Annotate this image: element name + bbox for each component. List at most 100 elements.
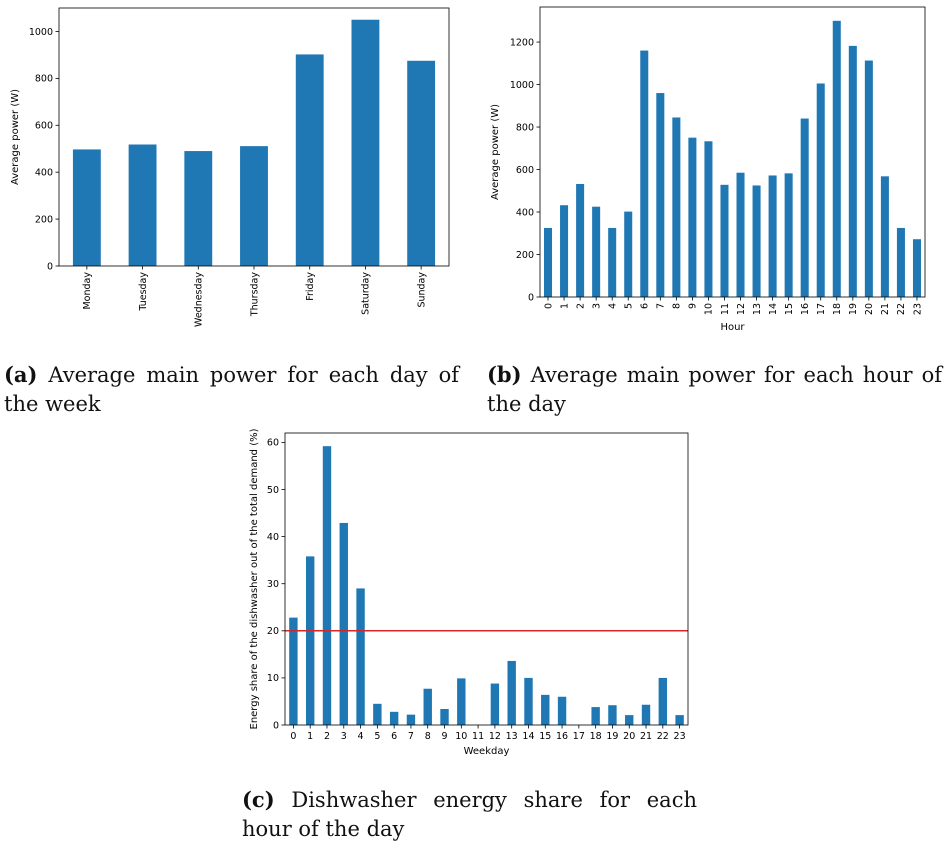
x-tick-label: 10 <box>704 303 715 315</box>
x-tick-label: 7 <box>656 303 667 309</box>
bar-b-8 <box>672 117 681 297</box>
y-tick-label: 1000 <box>510 80 534 91</box>
caption-a: (a) Average main power for each day of t… <box>4 360 459 419</box>
bar-b-19 <box>848 45 857 297</box>
bar-a-wednesday <box>184 151 213 266</box>
x-tick-label: 6 <box>391 731 397 742</box>
bar-b-16 <box>800 118 809 298</box>
y-tick-label: 600 <box>516 165 534 176</box>
x-tick-label: 12 <box>489 731 501 742</box>
x-axis-label: Weekday <box>464 746 510 757</box>
x-tick-label: 3 <box>341 731 347 742</box>
bar-b-2 <box>576 183 585 297</box>
caption-a-label: (a) <box>4 362 38 387</box>
y-tick-label: 30 <box>267 579 279 590</box>
y-tick-label: 0 <box>47 261 53 272</box>
x-axis-label: Hour <box>720 322 745 333</box>
y-tick-label: 10 <box>267 673 279 684</box>
x-tick-label: 23 <box>912 303 923 315</box>
x-tick-label: 13 <box>506 731 518 742</box>
y-tick-label: 20 <box>267 626 279 637</box>
y-tick-label: 1200 <box>510 37 534 48</box>
plot-frame-c <box>284 432 689 726</box>
bar-b-0 <box>544 227 553 297</box>
x-tick-label: 17 <box>816 303 827 315</box>
bar-b-22 <box>896 227 905 297</box>
caption-b-label: (b) <box>487 362 522 387</box>
x-tick-label: 20 <box>623 731 635 742</box>
bar-a-thursday <box>240 146 268 266</box>
bar-b-15 <box>784 173 793 297</box>
x-tick-label: 19 <box>848 303 859 315</box>
caption-c: (c) Dishwasher energy share for each hou… <box>242 785 697 844</box>
bar-a-tuesday <box>128 144 157 266</box>
bar-c-16 <box>557 696 567 725</box>
x-tick-label: 12 <box>736 303 747 315</box>
bar-c-12 <box>490 683 500 725</box>
x-tick-label: Saturday <box>361 272 372 315</box>
y-tick-label: 400 <box>35 167 53 178</box>
x-tick-label: Thursday <box>249 272 260 318</box>
bar-b-7 <box>656 93 665 298</box>
bar-b-6 <box>640 50 649 297</box>
x-tick-label: 22 <box>657 731 669 742</box>
x-tick-label: 16 <box>556 731 568 742</box>
chart-a: 0 200 400 600 800 1000 Monday Tuesday Wednesday T… <box>10 7 450 327</box>
bar-c-14 <box>524 677 533 725</box>
bar-c-19 <box>608 705 617 725</box>
caption-b: (b) Average main power for each hour of … <box>487 360 942 419</box>
bar-b-10 <box>704 141 713 297</box>
y-tick-label: 200 <box>35 214 53 225</box>
bar-a-friday <box>295 54 324 266</box>
x-tick-label: 9 <box>688 303 699 309</box>
bar-c-21 <box>641 704 651 725</box>
x-tick-label: 17 <box>573 731 585 742</box>
bar-b-5 <box>624 211 633 297</box>
bar-b-3 <box>592 206 601 297</box>
bar-b-9 <box>688 137 697 297</box>
y-tick-label: 800 <box>35 74 53 85</box>
x-tick-label: 14 <box>522 731 534 742</box>
x-tick-label: 16 <box>800 303 811 315</box>
x-tick-label: 2 <box>575 303 586 309</box>
bar-a-sunday <box>407 60 436 266</box>
y-tick-label: 0 <box>528 292 534 303</box>
x-tick-label: Wednesday <box>194 272 205 327</box>
bar-b-21 <box>880 176 889 297</box>
x-tick-label: 15 <box>539 731 551 742</box>
y-axis-label: Average power (W) <box>490 104 501 200</box>
x-tick-label: 23 <box>674 731 686 742</box>
bar-b-20 <box>864 60 873 298</box>
bar-c-18 <box>591 707 600 725</box>
bar-c-1 <box>305 556 315 725</box>
bar-a-monday <box>72 149 101 266</box>
bar-c-15 <box>541 694 550 725</box>
bar-c-22 <box>658 677 668 725</box>
x-tick-label: 11 <box>472 731 484 742</box>
x-tick-label: 21 <box>640 731 652 742</box>
bar-c-9 <box>440 708 449 725</box>
x-tick-label: 2 <box>324 731 330 742</box>
y-axis-label: Energy share of the dishwasher out of th… <box>249 428 260 729</box>
x-tick-label: Tuesday <box>138 272 149 312</box>
bar-c-13 <box>507 660 516 725</box>
y-tick-label: 60 <box>267 438 279 449</box>
bar-c-2 <box>322 446 332 725</box>
x-tick-label: 0 <box>290 731 296 742</box>
x-tick-label: 4 <box>607 303 618 309</box>
bar-b-17 <box>816 83 825 297</box>
caption-a-text: Average main power for each day of the w… <box>4 363 459 416</box>
bar-c-20 <box>625 715 634 725</box>
caption-b-text: Average main power for each hour of the … <box>487 363 942 416</box>
y-tick-label: 50 <box>267 485 279 496</box>
y-tick-label: 200 <box>516 250 534 261</box>
bar-c-6 <box>389 711 399 725</box>
x-tick-label: Monday <box>82 272 93 310</box>
bar-a-saturday <box>351 19 380 267</box>
bar-c-8 <box>423 688 432 725</box>
y-tick-label: 40 <box>267 532 279 543</box>
x-tick-label: Friday <box>305 272 316 301</box>
bar-b-11 <box>720 184 729 297</box>
bar-c-3 <box>339 522 348 725</box>
